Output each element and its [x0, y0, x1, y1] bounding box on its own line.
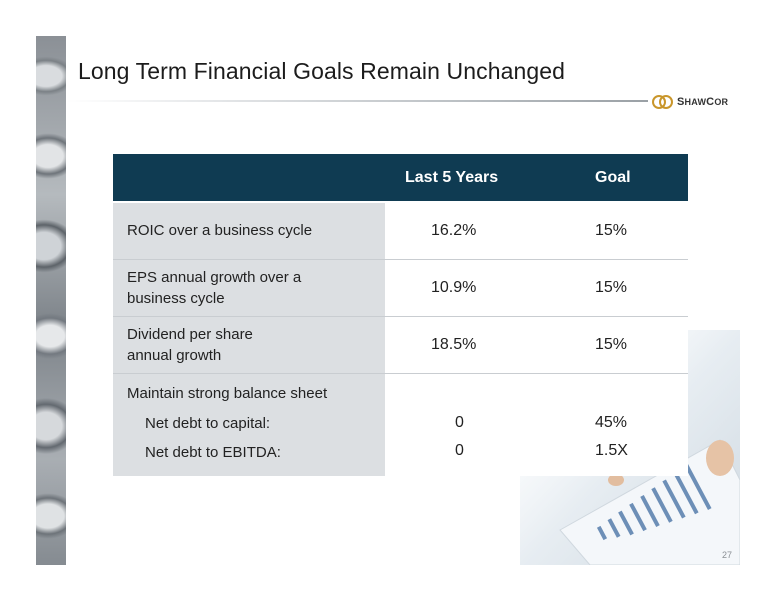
- shawcor-rings-icon: [652, 95, 673, 109]
- subrow-goal: 1.5X: [590, 438, 688, 476]
- row-goal: 15%: [590, 201, 688, 259]
- page-number: 27: [722, 550, 733, 560]
- row-label: ROIC over a business cycle: [113, 201, 385, 259]
- financial-goals-table: Last 5 Years Goal ROIC over a business c…: [113, 154, 688, 476]
- title-divider: [66, 100, 648, 102]
- subrow-label: Net debt to EBITDA:: [113, 438, 385, 476]
- row-goal: 15%: [590, 258, 688, 316]
- row-last5: 16.2%: [385, 201, 590, 259]
- shawcor-logo: SHAWCOR: [652, 94, 728, 110]
- row-last5: 18.5%: [385, 315, 590, 373]
- row-label: Dividend per share annual growth: [113, 315, 385, 373]
- header-label: [113, 154, 385, 202]
- subrow-last5: 0: [385, 408, 590, 438]
- pipe-image-strip: [36, 36, 66, 565]
- subrow-last5: 0: [385, 438, 590, 476]
- header-last-5-years: Last 5 Years: [385, 154, 590, 202]
- table-row-roic: ROIC over a business cycle 16.2% 15%: [113, 201, 688, 259]
- table-subrow-net-debt-capital: Net debt to capital: 0 45%: [113, 408, 688, 438]
- table-header-row: Last 5 Years Goal: [113, 154, 688, 202]
- subrow-goal: 45%: [590, 408, 688, 438]
- row-goal: 15%: [590, 315, 688, 373]
- row-label: Maintain strong balance sheet: [113, 372, 385, 408]
- row-label: EPS annual growth over a business cycle: [113, 258, 385, 316]
- table-subrow-net-debt-ebitda: Net debt to EBITDA: 0 1.5X: [113, 438, 688, 476]
- header-goal: Goal: [590, 154, 688, 202]
- row-last5: 10.9%: [385, 258, 590, 316]
- logo-wordmark: SHAWCOR: [677, 96, 729, 108]
- table-row-eps: EPS annual growth over a business cycle …: [113, 258, 688, 316]
- table-row-balance-sheet: Maintain strong balance sheet: [113, 372, 688, 408]
- subrow-label: Net debt to capital:: [113, 408, 385, 438]
- page-title: Long Term Financial Goals Remain Unchang…: [78, 58, 566, 84]
- table-row-dividend: Dividend per share annual growth 18.5% 1…: [113, 315, 688, 373]
